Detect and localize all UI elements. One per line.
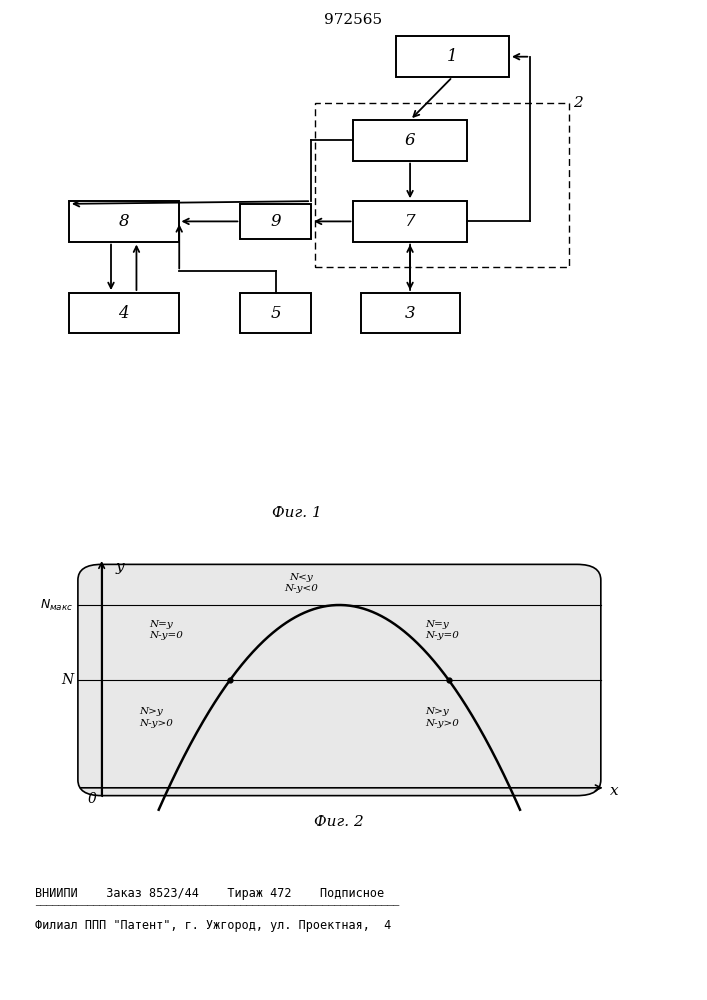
FancyBboxPatch shape — [78, 564, 601, 796]
Text: 5: 5 — [270, 305, 281, 322]
Text: 0: 0 — [88, 792, 97, 806]
Text: Филиал ППП "Патент", г. Ужгород, ул. Проектная,  4: Филиал ППП "Патент", г. Ужгород, ул. Про… — [35, 918, 392, 932]
Text: 8: 8 — [118, 213, 129, 230]
Text: 9: 9 — [270, 213, 281, 230]
Text: $N_{макс}$: $N_{макс}$ — [40, 597, 73, 613]
Text: 972565: 972565 — [325, 13, 382, 27]
FancyBboxPatch shape — [354, 120, 467, 161]
FancyBboxPatch shape — [69, 293, 178, 333]
Text: N: N — [61, 673, 73, 687]
FancyBboxPatch shape — [240, 204, 311, 239]
Text: 6: 6 — [404, 132, 416, 149]
FancyBboxPatch shape — [354, 201, 467, 242]
Text: ВНИИПИ    Заказ 8523/44    Тираж 472    Подписное: ВНИИПИ Заказ 8523/44 Тираж 472 Подписное — [35, 886, 385, 900]
Text: 3: 3 — [404, 305, 416, 322]
Text: Фиг. 2: Фиг. 2 — [315, 815, 364, 829]
Text: ──────────────────────────────────────────────────────────────: ────────────────────────────────────────… — [35, 901, 399, 911]
Text: 1: 1 — [447, 48, 458, 65]
FancyBboxPatch shape — [396, 36, 509, 77]
FancyBboxPatch shape — [240, 293, 311, 333]
FancyBboxPatch shape — [69, 201, 178, 242]
Text: 7: 7 — [404, 213, 416, 230]
Text: y: y — [116, 560, 124, 574]
Text: N=y
N-y=0: N=y N-y=0 — [149, 620, 183, 640]
Text: N>y
N-y>0: N>y N-y>0 — [140, 707, 173, 728]
FancyBboxPatch shape — [361, 293, 460, 333]
Text: x: x — [610, 784, 619, 798]
Text: N<y
N-y<0: N<y N-y<0 — [284, 573, 318, 593]
Text: N>y
N-y>0: N>y N-y>0 — [425, 707, 459, 728]
Text: 2: 2 — [573, 96, 583, 110]
Text: 4: 4 — [118, 305, 129, 322]
Text: N=y
N-y=0: N=y N-y=0 — [425, 620, 459, 640]
Text: Фиг. 1: Фиг. 1 — [272, 506, 322, 520]
